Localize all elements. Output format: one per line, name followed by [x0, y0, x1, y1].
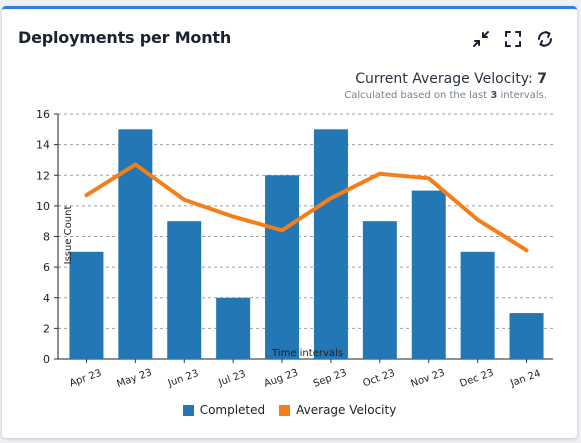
velocity-note-count: 3	[490, 90, 498, 101]
legend-item-completed[interactable]: Completed	[182, 403, 266, 417]
line-average-velocity	[84, 162, 529, 253]
y-tick-label: 4	[43, 292, 50, 305]
velocity-note-suffix: intervals.	[500, 90, 547, 101]
chart-card: Deployments per Month Current Average Ve…	[2, 6, 577, 438]
legend-label-completed: Completed	[199, 403, 266, 417]
legend-label-average-velocity: Average Velocity	[296, 403, 397, 417]
chart-legend: Completed Average Velocity	[2, 403, 577, 417]
legend-swatch-completed	[182, 404, 194, 416]
velocity-note-prefix: Calculated based on the last	[344, 90, 488, 101]
x-tick-label: Jul 23	[216, 369, 247, 389]
refresh-icon[interactable]	[535, 29, 555, 49]
y-tick-label: 0	[43, 353, 50, 366]
velocity-label: Current Average Velocity:	[355, 71, 533, 87]
x-tick-label: Oct 23	[362, 368, 397, 390]
collapse-icon[interactable]	[471, 29, 491, 49]
x-axis-title: Time intervals	[271, 348, 343, 359]
y-axis-title: Issue Count	[63, 206, 74, 265]
x-tick-label: Apr 23	[68, 368, 103, 390]
bar-completed-nov-23	[411, 190, 446, 359]
bar-completed-apr-23	[69, 251, 104, 359]
x-tick-label: Nov 23	[409, 367, 446, 389]
bar-completed-dec-23	[460, 251, 495, 359]
y-tick-label: 6	[43, 261, 50, 274]
y-tick-label: 14	[36, 139, 50, 152]
legend-item-average-velocity[interactable]: Average Velocity	[279, 403, 396, 417]
card-title: Deployments per Month	[18, 28, 232, 47]
y-tick-label: 10	[36, 200, 50, 213]
velocity-value: 7	[537, 71, 547, 87]
bar-completed-may-23	[118, 129, 153, 359]
bar-completed-oct-23	[362, 221, 397, 359]
bar-completed-jul-23	[216, 297, 251, 359]
bar-completed-aug-23	[265, 175, 300, 359]
x-tick-label: May 23	[115, 367, 153, 390]
y-tick-label: 12	[36, 169, 50, 182]
card-toolbar	[471, 29, 555, 49]
velocity-note: Calculated based on the last 3 intervals…	[344, 90, 547, 101]
x-tick-label: Sep 23	[312, 368, 348, 390]
x-tick-label: Jun 23	[166, 368, 200, 389]
y-tick-label: 8	[43, 231, 50, 244]
x-tick-label: Dec 23	[458, 367, 495, 389]
deployments-chart: 0 2 4 6 8 10 12 14 16 Apr 23 May 23 Jun 23 Jul 23 Aug…	[36, 108, 553, 390]
current-velocity: Current Average Velocity: 7	[355, 71, 547, 87]
x-tick-label: Jan 24	[508, 368, 542, 389]
bar-completed-jun-23	[167, 221, 202, 359]
fullscreen-icon[interactable]	[503, 29, 523, 49]
y-tick-label: 2	[43, 322, 50, 335]
bar-completed-jan-24	[509, 313, 544, 359]
legend-swatch-average-velocity	[279, 404, 291, 416]
x-tick-label: Aug 23	[263, 367, 300, 389]
bar-completed-sep-23	[313, 129, 348, 359]
y-tick-label: 16	[36, 108, 50, 121]
